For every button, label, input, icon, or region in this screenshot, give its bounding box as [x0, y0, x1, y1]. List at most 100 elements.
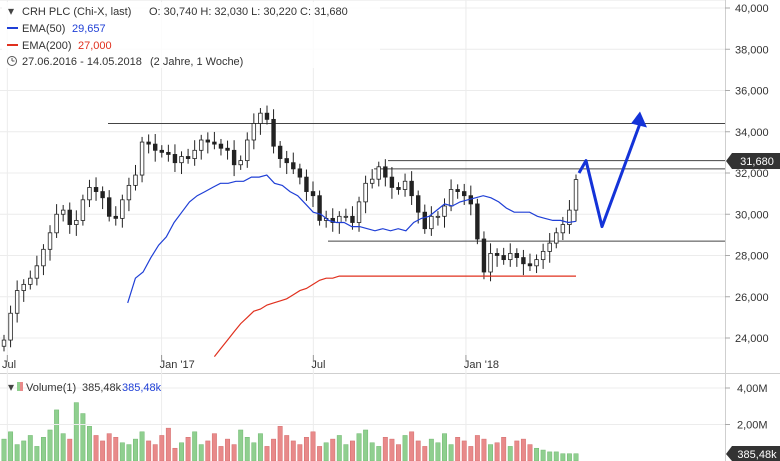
- legend-ema200-label: EMA(200): [22, 40, 72, 52]
- volume-bar: [311, 432, 315, 461]
- y-tick-label: 36,000: [735, 86, 769, 98]
- volume-bar: [252, 443, 256, 461]
- legend-ema50-label: EMA(50): [22, 23, 65, 35]
- volume-bar: [403, 435, 407, 461]
- candle-body: [541, 251, 545, 259]
- volume-bar: [28, 435, 32, 461]
- volume-bar: [271, 439, 275, 461]
- candle-body: [436, 216, 440, 217]
- volume-bar: [469, 446, 473, 461]
- volume-bar: [528, 445, 532, 461]
- volume-bar: [258, 434, 262, 461]
- volume-bar: [541, 450, 545, 461]
- legend-range-detail: (2 Jahre, 1 Woche): [150, 56, 243, 68]
- last-price-badge: 31,680: [726, 153, 780, 169]
- volume-bar: [48, 430, 52, 461]
- candle-body: [22, 284, 26, 290]
- volume-bar: [238, 430, 242, 461]
- candle-body: [68, 210, 72, 224]
- candle-body: [107, 198, 111, 217]
- legend-volume-value2: 385,48k: [122, 382, 162, 394]
- volume-bar: [363, 430, 367, 461]
- candle-body: [318, 196, 322, 221]
- volume-bar: [436, 443, 440, 461]
- volume-bar: [298, 445, 302, 461]
- candle-body: [28, 278, 32, 284]
- volume-bar: [429, 439, 433, 461]
- volume-bar: [455, 437, 459, 461]
- volume-bar: [133, 439, 137, 461]
- volume-bar: [74, 403, 78, 461]
- candle-body: [134, 175, 138, 185]
- y-tick-label: 24,000: [735, 333, 769, 345]
- volume-bar: [146, 441, 150, 461]
- chevron-down-icon[interactable]: ▾: [8, 380, 14, 394]
- candle-body: [180, 157, 184, 163]
- price-legend: ▾ CRH PLC (Chi-X, last) O: 30,740 H: 32,…: [2, 2, 380, 68]
- candle-body: [206, 140, 210, 142]
- candle-body: [147, 142, 151, 144]
- volume-bar: [357, 434, 361, 461]
- volume-bar: [317, 446, 321, 461]
- legend-ema50-value: 29,657: [72, 23, 106, 35]
- volume-bar: [173, 448, 177, 461]
- volume-bar: [232, 445, 236, 461]
- volume-bar: [192, 432, 196, 461]
- volume-bar: [245, 437, 249, 461]
- volume-bar: [81, 414, 85, 461]
- legend-volume-label: Volume(1): [26, 382, 76, 394]
- candle-body: [15, 291, 19, 314]
- volume-bar: [225, 439, 229, 461]
- volume-bar: [179, 443, 183, 461]
- volume-bar: [285, 435, 289, 461]
- candle-body: [259, 113, 263, 123]
- candle-body: [311, 192, 315, 196]
- volume-bar: [482, 439, 486, 461]
- candle-body: [239, 161, 243, 165]
- volume-bar: [554, 452, 558, 461]
- volume-bar: [54, 410, 58, 461]
- volume-bar: [199, 445, 203, 461]
- volume-bar: [22, 441, 26, 461]
- candle-body: [173, 154, 177, 162]
- volume-bar: [291, 441, 295, 461]
- volume-bar: [390, 439, 394, 461]
- chevron-down-icon[interactable]: ▾: [8, 4, 14, 18]
- candle-body: [456, 190, 460, 192]
- candle-body: [285, 159, 289, 163]
- y-tick-label: 26,000: [735, 292, 769, 304]
- volume-bar: [35, 446, 39, 461]
- candle-body: [443, 206, 447, 216]
- volume-bar: [337, 435, 341, 461]
- projection-arrowhead: [631, 112, 647, 128]
- x-tick-label: Jan '18: [464, 359, 499, 371]
- candle-body: [502, 256, 506, 260]
- x-tick-label: Jan '17: [160, 359, 195, 371]
- volume-bar: [304, 437, 308, 461]
- volume-bar: [370, 443, 374, 461]
- candle-body: [522, 258, 526, 264]
- volume-bar: [548, 452, 552, 461]
- candle-body: [186, 157, 190, 159]
- candle-body: [278, 146, 282, 158]
- candle-body: [377, 167, 381, 179]
- volume-bar: [416, 441, 420, 461]
- candle-body: [127, 185, 131, 199]
- candle-body: [140, 142, 144, 175]
- candle-body: [199, 140, 203, 150]
- volume-bar: [508, 446, 512, 461]
- candle-body: [167, 152, 171, 154]
- volume-bar: [396, 445, 400, 461]
- volume-bar: [2, 439, 6, 461]
- ema50-line: [128, 175, 576, 303]
- volume-bar: [567, 454, 571, 461]
- candle-body: [423, 212, 427, 229]
- candle-body: [561, 225, 565, 233]
- volume-bar: [475, 435, 479, 461]
- candle-body: [272, 119, 276, 146]
- volume-bar: [8, 432, 12, 461]
- candle-body: [410, 181, 414, 195]
- volume-bar: [534, 448, 538, 461]
- last-volume-badge-text: 385,48k: [737, 449, 777, 461]
